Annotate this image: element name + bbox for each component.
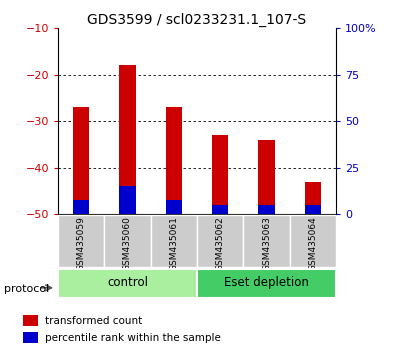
Text: GSM435059: GSM435059 [77,216,86,271]
Text: GSM435060: GSM435060 [123,216,132,271]
Bar [305,205,321,214]
Text: transformed count: transformed count [46,316,143,326]
Bar [166,107,182,214]
Bar [23,315,38,326]
Text: percentile rank within the sample: percentile rank within the sample [46,333,221,343]
Bar [258,140,275,214]
Bar [151,215,197,267]
Title: GDS3599 / scl0233231.1_107-S: GDS3599 / scl0233231.1_107-S [88,13,306,27]
Bar [58,269,197,297]
Text: GSM435063: GSM435063 [262,216,271,271]
Text: control: control [107,276,148,289]
Text: GSM435062: GSM435062 [216,216,225,271]
Bar [104,215,151,267]
Bar [243,215,290,267]
Text: Eset depletion: Eset depletion [224,276,309,289]
Bar [212,205,228,214]
Bar [119,186,136,214]
Bar [119,65,136,214]
Bar [212,135,228,214]
Bar [258,205,275,214]
Text: protocol: protocol [4,284,49,293]
Bar [73,107,89,214]
Bar [290,215,336,267]
Text: GSM435061: GSM435061 [169,216,178,271]
Bar [197,215,243,267]
Bar [58,215,104,267]
Bar [166,200,182,214]
Bar [23,332,38,343]
Bar [73,200,89,214]
Text: GSM435064: GSM435064 [308,216,317,271]
Bar [197,269,336,297]
Bar [305,182,321,214]
